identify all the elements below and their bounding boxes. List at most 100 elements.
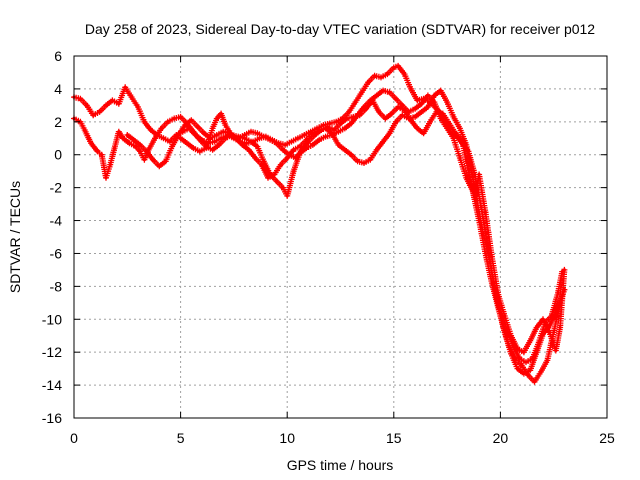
data-point xyxy=(520,363,524,367)
data-point xyxy=(528,368,532,372)
axis-ticks: 0 5 10 15 20 25 -16 -14 -12 -10 -8 -6 -4 -2 0 2 4 6 xyxy=(42,48,615,446)
data-point xyxy=(366,80,370,84)
data-point xyxy=(409,118,413,122)
data-point xyxy=(441,111,445,116)
data-point xyxy=(524,360,528,364)
data-point xyxy=(100,153,104,157)
data-point xyxy=(509,334,513,338)
data-point xyxy=(330,131,334,135)
data-point xyxy=(464,159,468,163)
data-point xyxy=(447,121,451,126)
data-point xyxy=(535,350,539,354)
data-point xyxy=(172,116,176,121)
data-point xyxy=(400,113,404,117)
data-point xyxy=(439,88,443,93)
data-point xyxy=(95,149,100,154)
data-point xyxy=(260,163,264,167)
data-point xyxy=(240,143,245,147)
y-tick-label: 4 xyxy=(54,81,62,97)
data-point xyxy=(311,143,315,147)
data-point xyxy=(326,125,330,129)
data-point xyxy=(419,102,424,106)
data-point xyxy=(349,153,353,157)
data-point xyxy=(189,118,193,122)
y-tick-label: -16 xyxy=(42,410,62,426)
data-point xyxy=(394,97,398,101)
data-point xyxy=(545,358,549,363)
y-tick-label: -8 xyxy=(50,278,63,294)
data-point xyxy=(336,143,340,147)
data-point xyxy=(204,146,208,150)
data-point xyxy=(454,131,458,135)
chart-title: Day 258 of 2023, Sidereal Day-to-day VTE… xyxy=(85,21,595,37)
data-point xyxy=(473,195,477,200)
data-point xyxy=(242,136,247,140)
data-point xyxy=(104,176,108,180)
data-point xyxy=(321,123,326,127)
data-point xyxy=(272,172,277,177)
data-point xyxy=(439,116,443,121)
data-point xyxy=(387,131,392,135)
data-point xyxy=(383,116,387,121)
data-point xyxy=(415,126,419,130)
data-point xyxy=(419,110,424,114)
data-point xyxy=(285,194,289,198)
data-point xyxy=(247,148,251,152)
data-point xyxy=(144,149,149,154)
data-point xyxy=(129,95,134,99)
data-point xyxy=(390,111,394,116)
data-point xyxy=(97,110,102,114)
data-point xyxy=(125,133,129,137)
data-point xyxy=(176,133,181,137)
data-point xyxy=(426,105,430,109)
data-point xyxy=(541,317,545,321)
data-point xyxy=(422,131,426,135)
data-point xyxy=(255,131,259,135)
data-point xyxy=(78,97,82,101)
y-tick-label: 2 xyxy=(54,114,62,130)
data-point xyxy=(268,138,272,142)
data-point xyxy=(377,110,381,114)
data-point xyxy=(306,139,311,144)
data-point xyxy=(349,121,353,126)
data-point xyxy=(132,138,136,142)
data-point xyxy=(343,126,347,130)
data-point xyxy=(215,116,219,121)
data-point xyxy=(215,133,219,137)
data-point xyxy=(213,139,217,144)
data-point xyxy=(198,138,202,142)
data-point xyxy=(552,330,556,335)
data-point xyxy=(291,148,296,152)
data-point xyxy=(183,123,187,127)
data-point xyxy=(373,74,377,78)
data-point xyxy=(123,85,127,89)
data-point xyxy=(236,136,240,140)
data-point xyxy=(291,169,296,173)
data-point xyxy=(274,179,279,183)
x-tick-label: 20 xyxy=(493,430,509,446)
data-point xyxy=(159,126,164,130)
data-point xyxy=(91,113,95,117)
data-point xyxy=(336,130,340,134)
data-point xyxy=(343,148,347,152)
data-point xyxy=(402,108,407,112)
data-point xyxy=(445,100,449,104)
data-point xyxy=(245,141,249,145)
data-point xyxy=(360,90,364,94)
data-point xyxy=(157,164,161,168)
data-point xyxy=(253,156,257,160)
data-point xyxy=(445,126,449,130)
data-point xyxy=(294,156,298,160)
data-point xyxy=(296,136,300,140)
data-point xyxy=(413,107,417,111)
data-point xyxy=(355,159,360,163)
data-point xyxy=(104,103,108,107)
data-point xyxy=(112,146,117,150)
data-point xyxy=(392,65,396,70)
data-point xyxy=(468,179,473,183)
data-point xyxy=(136,105,140,109)
data-point xyxy=(460,138,464,142)
y-tick-label: -4 xyxy=(50,213,63,229)
data-point xyxy=(526,373,530,377)
y-tick-label: -12 xyxy=(42,344,62,360)
